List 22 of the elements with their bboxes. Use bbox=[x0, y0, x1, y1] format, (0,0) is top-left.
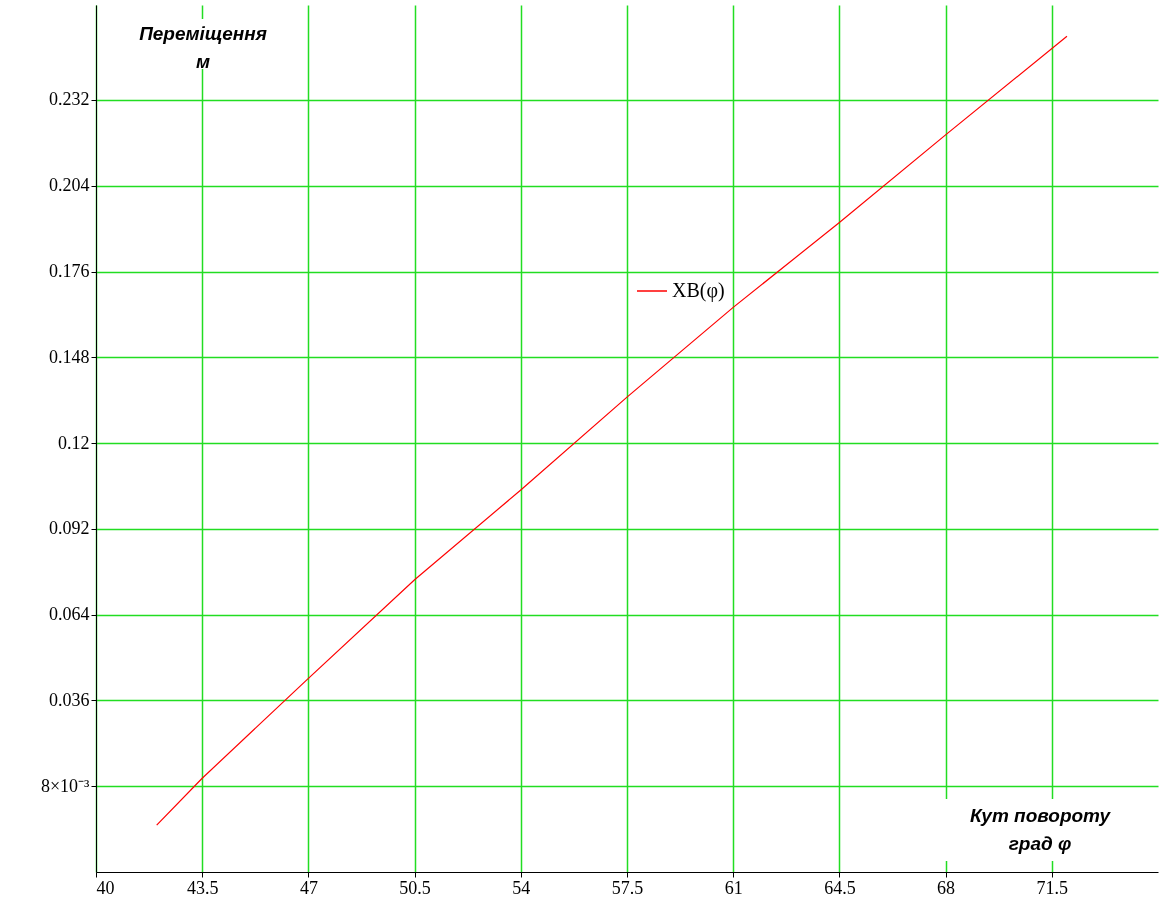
x-tick-label: 54 bbox=[512, 877, 531, 898]
x-tick-label: 61 bbox=[724, 877, 743, 898]
x-tick-label: 68 bbox=[937, 877, 956, 898]
y-tick-label: 8×10⁻³ bbox=[40, 775, 91, 796]
y-tick-label: 0.036 bbox=[49, 689, 90, 710]
y-axis-title: Переміщення м bbox=[139, 23, 267, 72]
y-tick-label: 0.064 bbox=[49, 604, 90, 625]
y-tick-label: 0.092 bbox=[49, 518, 90, 539]
x-axis-title: Кут повороту град φ bbox=[969, 805, 1112, 854]
y-tick-label: 0.176 bbox=[49, 261, 90, 282]
x-tick-label: 47 bbox=[299, 877, 318, 898]
y-tick-label: 0.232 bbox=[49, 89, 90, 110]
x-tick-label: 64.5 bbox=[824, 877, 856, 898]
x-tick-label: 50.5 bbox=[399, 877, 431, 898]
y-tick-label: 0.148 bbox=[49, 346, 90, 367]
x-tick-label: 40 bbox=[96, 877, 115, 898]
x-tick-label: 57.5 bbox=[611, 877, 644, 898]
x-tick-label: 43.5 bbox=[186, 877, 219, 898]
y-tick-label: 0.204 bbox=[49, 175, 90, 196]
y-tick-label: 0.12 bbox=[58, 432, 90, 453]
legend-label: XB(φ) bbox=[672, 279, 725, 302]
x-tick-label: 71.5 bbox=[1036, 877, 1069, 898]
